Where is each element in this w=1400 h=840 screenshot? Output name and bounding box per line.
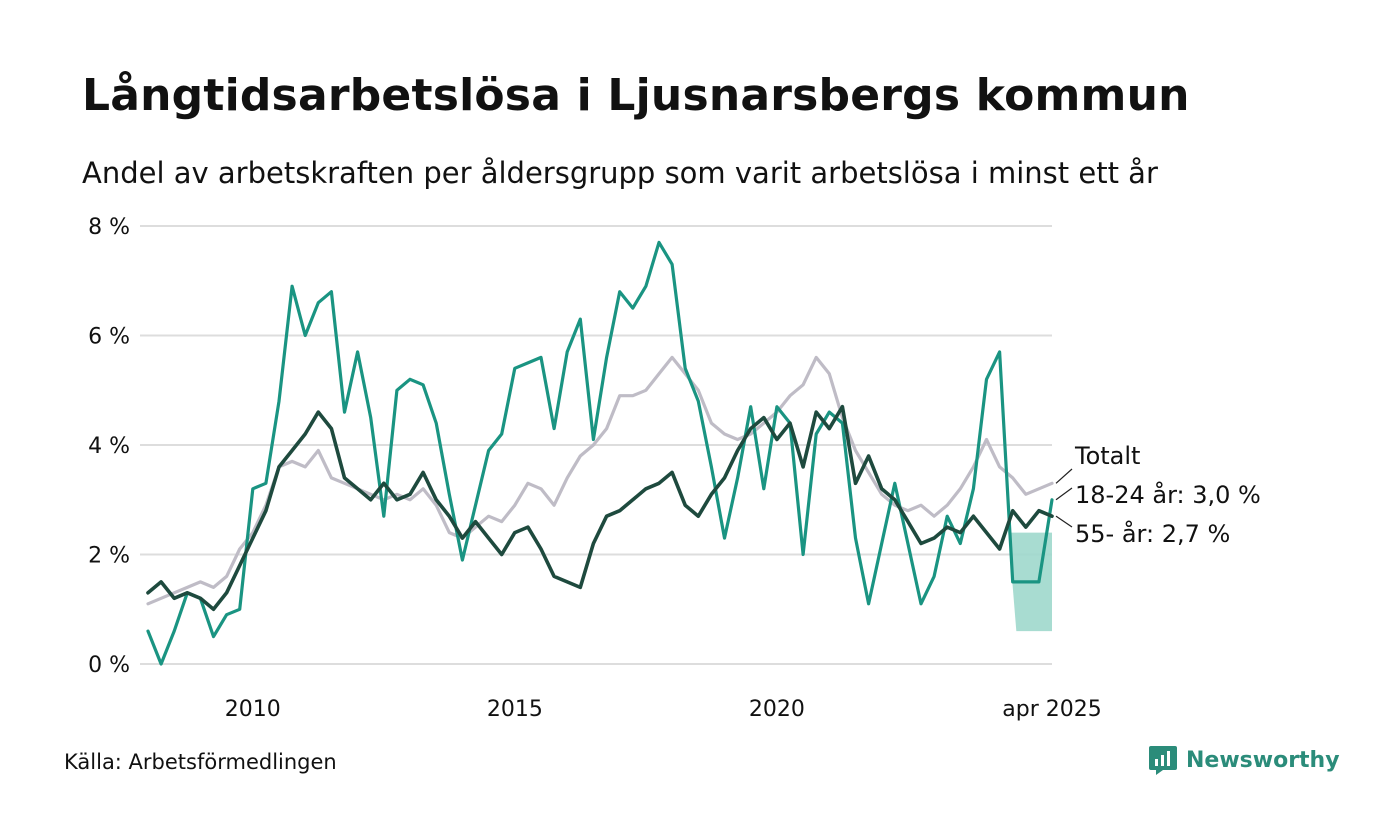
- series-label-55: 55- år: 2,7 %: [1075, 519, 1230, 548]
- chart-subtitle: Andel av arbetskraften per åldersgrupp s…: [82, 156, 1158, 190]
- x-tick-label: apr 2025: [1002, 697, 1101, 722]
- y-tick-label: 0 %: [88, 653, 130, 678]
- x-tick-label: 2010: [225, 697, 281, 722]
- label-leader-line: [1055, 487, 1073, 501]
- x-tick-label: 2015: [487, 697, 543, 722]
- series-line-18-24: [146, 240, 1054, 666]
- y-tick-label: 8 %: [88, 215, 130, 240]
- brand-name: Newsworthy: [1186, 747, 1340, 773]
- x-tick-label: 2020: [749, 697, 805, 722]
- label-leader-line: [1055, 515, 1073, 528]
- chart-title: Långtidsarbetslösa i Ljusnarsbergs kommu…: [82, 70, 1190, 121]
- y-tick-label: 6 %: [88, 325, 130, 350]
- source-note: Källa: Arbetsförmedlingen: [64, 750, 337, 774]
- y-tick-label: 4 %: [88, 434, 130, 459]
- y-tick-label: 2 %: [88, 544, 130, 569]
- newsworthy-logo-icon: [1149, 746, 1177, 775]
- series-label-18-24: 18-24 år: 3,0 %: [1075, 480, 1261, 509]
- series-label-totalt: Totalt: [1074, 442, 1140, 470]
- label-leader-line: [1055, 468, 1073, 484]
- series-line-55: [146, 404, 1054, 612]
- brand: Newsworthy: [1148, 744, 1340, 776]
